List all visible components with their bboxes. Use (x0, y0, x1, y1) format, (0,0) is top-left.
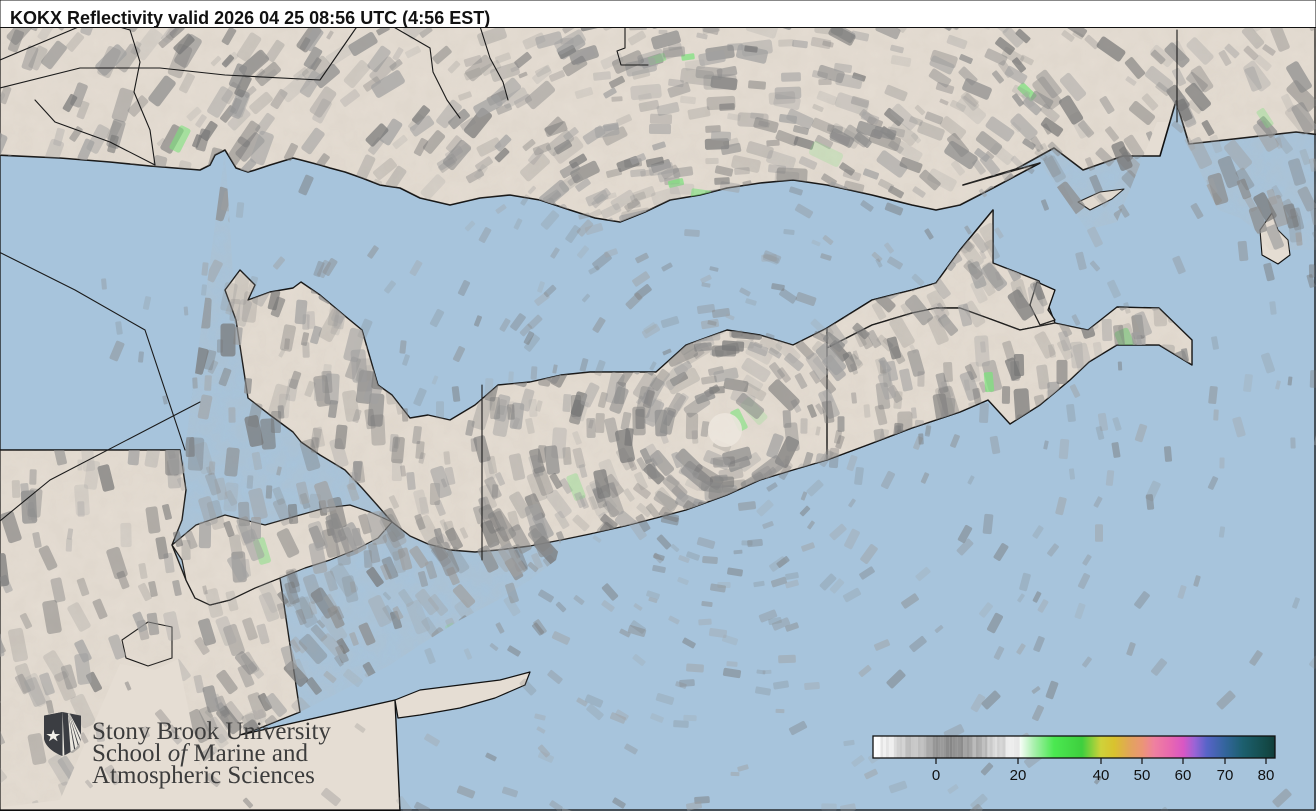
svg-text:60: 60 (1175, 767, 1192, 784)
svg-text:40: 40 (1093, 767, 1110, 784)
svg-text:70: 70 (1217, 767, 1234, 784)
svg-text:50: 50 (1134, 767, 1151, 784)
svg-text:80: 80 (1258, 767, 1275, 784)
svg-text:20: 20 (1010, 767, 1027, 784)
svg-text:Atmospheric Sciences: Atmospheric Sciences (92, 762, 315, 789)
svg-text:0: 0 (932, 767, 940, 784)
